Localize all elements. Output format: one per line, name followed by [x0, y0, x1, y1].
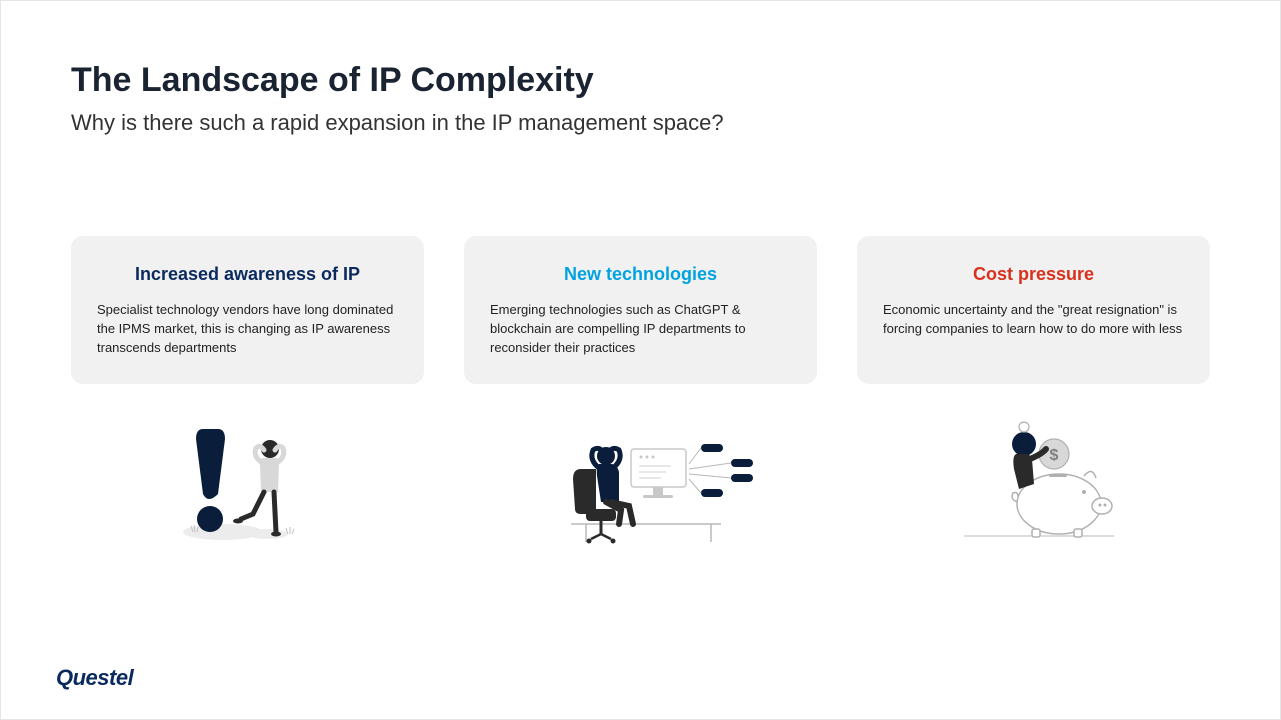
card-title: New technologies	[490, 264, 791, 285]
exclamation-person-icon	[71, 409, 424, 549]
card-body: Specialist technology vendors have long …	[97, 301, 398, 358]
card-title: Increased awareness of IP	[97, 264, 398, 285]
card-awareness: Increased awareness of IP Specialist tec…	[71, 236, 424, 384]
card-cost: Cost pressure Economic uncertainty and t…	[857, 236, 1210, 384]
page-title: The Landscape of IP Complexity	[71, 61, 1210, 100]
cards-row: Increased awareness of IP Specialist tec…	[71, 236, 1210, 384]
card-body: Emerging technologies such as ChatGPT & …	[490, 301, 791, 358]
desk-computer-icon	[464, 409, 817, 549]
card-body: Economic uncertainty and the "great resi…	[883, 301, 1184, 339]
svg-text:$: $	[1049, 447, 1058, 464]
card-title: Cost pressure	[883, 264, 1184, 285]
piggy-bank-icon: $	[857, 409, 1210, 549]
page-subtitle: Why is there such a rapid expansion in t…	[71, 110, 1210, 136]
brand-logo: Questel	[56, 665, 133, 691]
card-technologies: New technologies Emerging technologies s…	[464, 236, 817, 384]
slide-container: The Landscape of IP Complexity Why is th…	[1, 1, 1280, 719]
illustrations-row: $	[71, 409, 1210, 549]
